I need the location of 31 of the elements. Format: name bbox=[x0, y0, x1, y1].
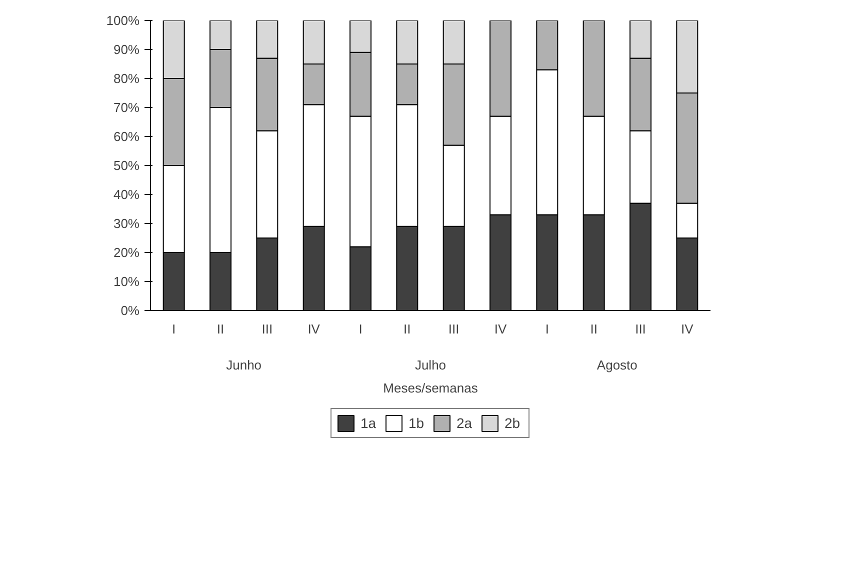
x-tick-label: III bbox=[448, 322, 460, 336]
x-axis-title: Meses/semanas bbox=[383, 380, 478, 396]
x-tick-label: IV bbox=[681, 322, 694, 336]
x-tick-label: I bbox=[172, 322, 176, 336]
y-tick-label: 50% bbox=[113, 158, 140, 173]
y-tick-label: 10% bbox=[113, 274, 140, 289]
legend-label: 2b bbox=[504, 415, 522, 431]
y-tick-label: 20% bbox=[113, 245, 140, 260]
x-tick-label: II bbox=[404, 322, 411, 336]
x-tick-label: II bbox=[590, 322, 598, 336]
y-tick-label: 60% bbox=[113, 129, 140, 144]
x-tick-label: III bbox=[262, 322, 273, 336]
x-tick-label: IV bbox=[494, 322, 507, 336]
x-tick-label: II bbox=[216, 322, 224, 336]
y-tick-label: 90% bbox=[113, 42, 140, 57]
legend-label: 1b bbox=[408, 415, 426, 431]
text: Julho bbox=[414, 358, 446, 372]
x-tick-label: I bbox=[545, 322, 549, 336]
y-tick-label: 100% bbox=[106, 13, 140, 28]
y-tick-label: 70% bbox=[113, 100, 140, 115]
x-tick-label: III bbox=[635, 322, 646, 336]
legend-label: 2a bbox=[456, 415, 474, 431]
legend-label: 1a bbox=[360, 415, 378, 431]
y-tick-label: 30% bbox=[113, 216, 140, 231]
text: Agosto bbox=[596, 358, 638, 372]
y-tick-label: 40% bbox=[113, 187, 140, 202]
y-tick-label: 0% bbox=[120, 303, 140, 318]
x-tick-label: I bbox=[358, 322, 362, 336]
text: Junho bbox=[226, 358, 262, 372]
y-tick-label: 80% bbox=[113, 71, 140, 86]
x-tick-label: IV bbox=[308, 322, 320, 336]
